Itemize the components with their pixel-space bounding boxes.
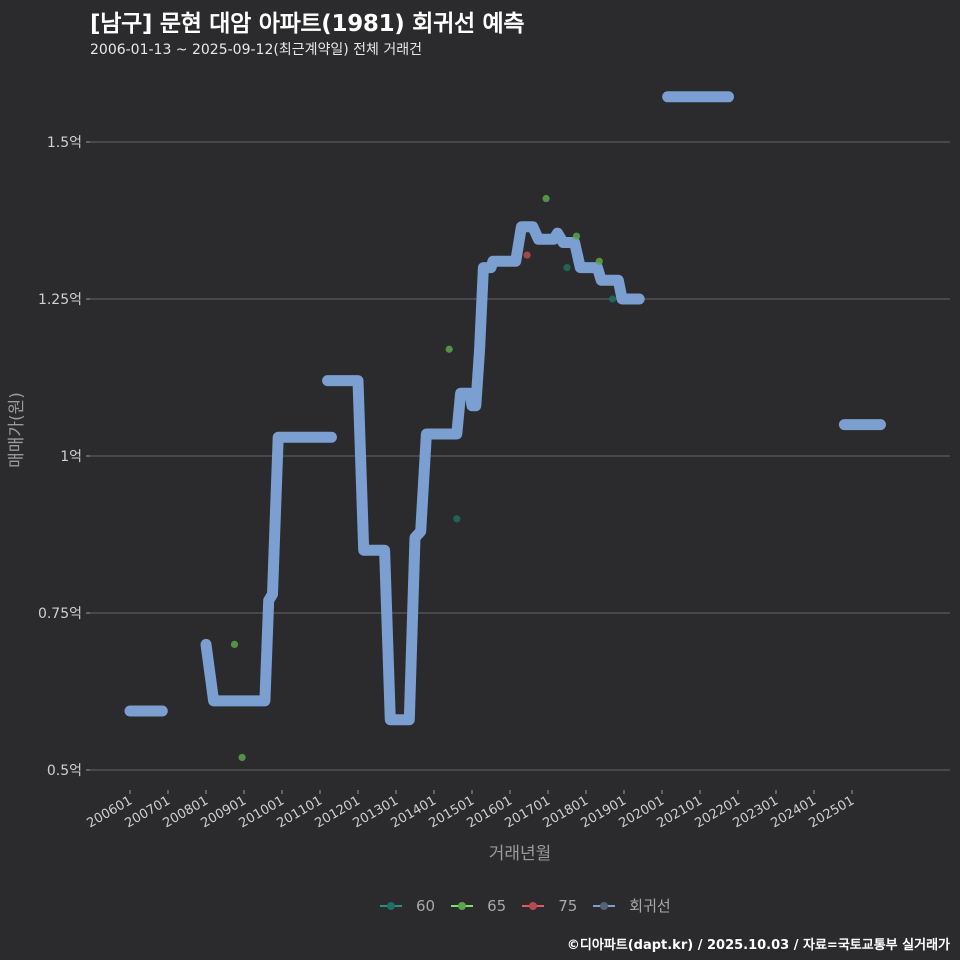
data-point-65 — [572, 232, 581, 240]
legend-label: 65 — [487, 896, 507, 915]
scatter-points — [230, 194, 617, 762]
data-point-65 — [542, 194, 550, 203]
legend-label: 75 — [558, 896, 578, 915]
x-axis-title: 거래년월 — [489, 844, 552, 864]
data-point-60 — [453, 515, 461, 523]
data-point-65 — [230, 640, 239, 649]
data-point-65 — [445, 345, 453, 353]
y-axis-ticks: 0.5억 0.75억 1억 1.25억 1.5억 — [38, 135, 90, 779]
y-tick-label: 1.5억 — [47, 135, 82, 151]
y-tick-label: 0.75억 — [38, 606, 82, 622]
data-point-75 — [523, 251, 531, 259]
source-caption: ©디아파트(dapt.kr) / 2025.10.03 / 자료=국토교통부 실… — [566, 938, 950, 953]
legend-item-60[interactable]: 60 — [380, 897, 435, 915]
grid-lines — [90, 141, 950, 771]
y-tick-label: 0.5억 — [47, 763, 82, 779]
legend-key-regression-icon — [593, 900, 616, 912]
data-point-60 — [563, 264, 571, 272]
y-tick-label: 1.25억 — [38, 292, 82, 308]
data-point-65 — [595, 257, 603, 265]
legend-key-60-icon — [380, 900, 402, 912]
legend-item-75[interactable]: 75 — [522, 897, 577, 915]
data-point-65 — [238, 753, 246, 762]
chart-subtitle: 2006-01-13 ~ 2025-09-12(최근계약일) 전체 거래건 — [90, 42, 422, 58]
y-tick-label: 1억 — [60, 449, 82, 465]
chart-title: [남구] 문현 대암 아파트(1981) 회귀선 예측 — [90, 11, 525, 37]
legend-label: 60 — [416, 896, 436, 915]
y-axis-title: 매매가(원) — [7, 392, 27, 468]
x-axis-ticks: 2006012007012008012009012010012011012012… — [85, 790, 857, 831]
regression-line — [124, 91, 886, 726]
legend: 60 65 75 회귀선 — [380, 895, 687, 916]
legend-item-65[interactable]: 65 — [451, 897, 506, 915]
data-point-60 — [609, 295, 617, 303]
legend-key-75-icon — [522, 900, 545, 912]
legend-label: 회귀선 — [629, 897, 671, 915]
legend-key-65-icon — [451, 900, 474, 912]
legend-item-regression[interactable]: 회귀선 — [593, 895, 671, 916]
